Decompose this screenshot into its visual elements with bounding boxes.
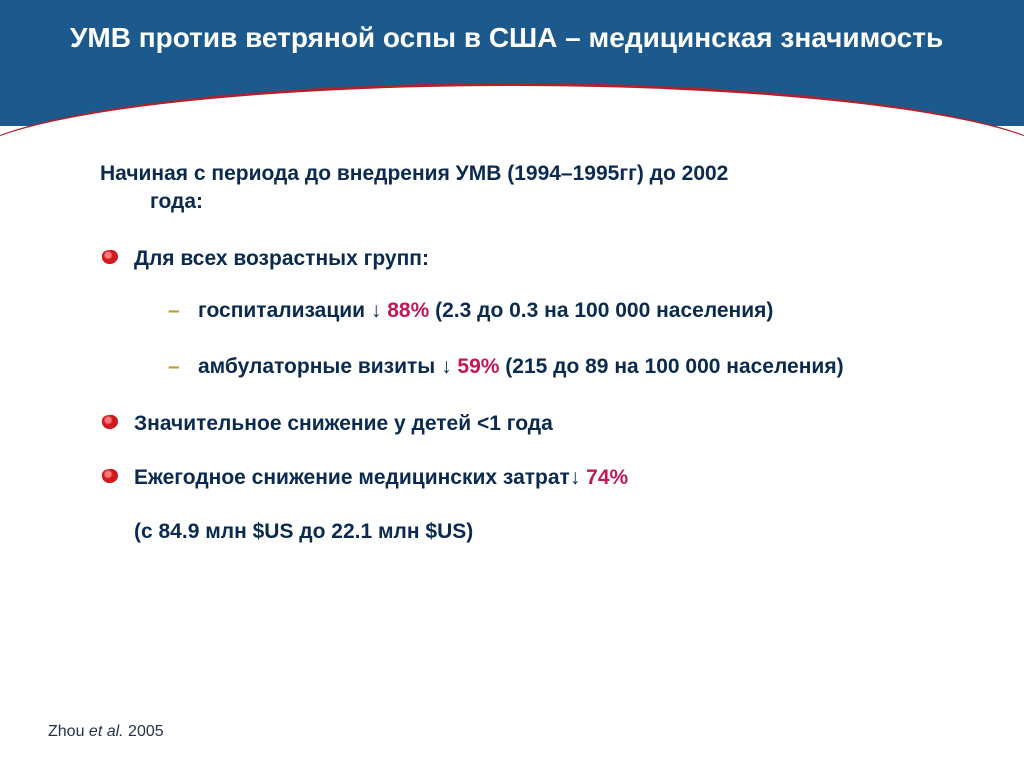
sub-pre: госпитализации ↓ [198, 299, 387, 322]
footnote-year: 2005 [124, 723, 164, 740]
footnote-etal: et al. [89, 723, 124, 740]
list-item: Для всех возрастных групп: госпитализаци… [100, 245, 944, 382]
bullet-text: Для всех возрастных групп: [134, 247, 429, 270]
sub-bullet-list: госпитализации ↓ 88% (2.3 до 0.3 на 100 … [134, 297, 944, 382]
sub-pre: амбулаторные визиты ↓ [198, 355, 457, 378]
slide-content: Начиная с периода до внедрения УМВ (1994… [100, 160, 944, 573]
slide: УМВ против ветряной оспы в США – медицин… [0, 0, 1024, 767]
sub-post: (2.3 до 0.3 на 100 000 населения) [429, 299, 773, 322]
highlight-percent: 88% [387, 299, 429, 322]
highlight-percent: 59% [457, 355, 499, 378]
highlight-percent: 74% [586, 466, 628, 489]
list-item: госпитализации ↓ 88% (2.3 до 0.3 на 100 … [168, 297, 944, 325]
bullet-text: Значительное снижение у детей <1 года [134, 412, 553, 435]
sub-post: (215 до 89 на 100 000 населения) [499, 355, 843, 378]
bullet-extra-line: (с 84.9 млн $US до 22.1 млн $US) [134, 518, 944, 546]
intro-line2: года: [100, 188, 944, 216]
slide-title: УМВ против ветряной оспы в США – медицин… [70, 20, 964, 55]
list-item: амбулаторные визиты ↓ 59% (215 до 89 на … [168, 353, 944, 381]
footnote: Zhou et al. 2005 [48, 723, 164, 741]
footnote-author: Zhou [48, 723, 89, 740]
bullet-list: Для всех возрастных групп: госпитализаци… [100, 245, 944, 547]
intro-line1: Начиная с периода до внедрения УМВ (1994… [100, 162, 728, 185]
list-item: Значительное снижение у детей <1 года [100, 410, 944, 438]
intro-text: Начиная с периода до внедрения УМВ (1994… [100, 160, 944, 217]
list-item: Ежегодное снижение медицинских затрат↓ 7… [100, 464, 944, 547]
header-band: УМВ против ветряной оспы в США – медицин… [0, 0, 1024, 126]
bullet-pre: Ежегодное снижение медицинских затрат↓ [134, 466, 586, 489]
